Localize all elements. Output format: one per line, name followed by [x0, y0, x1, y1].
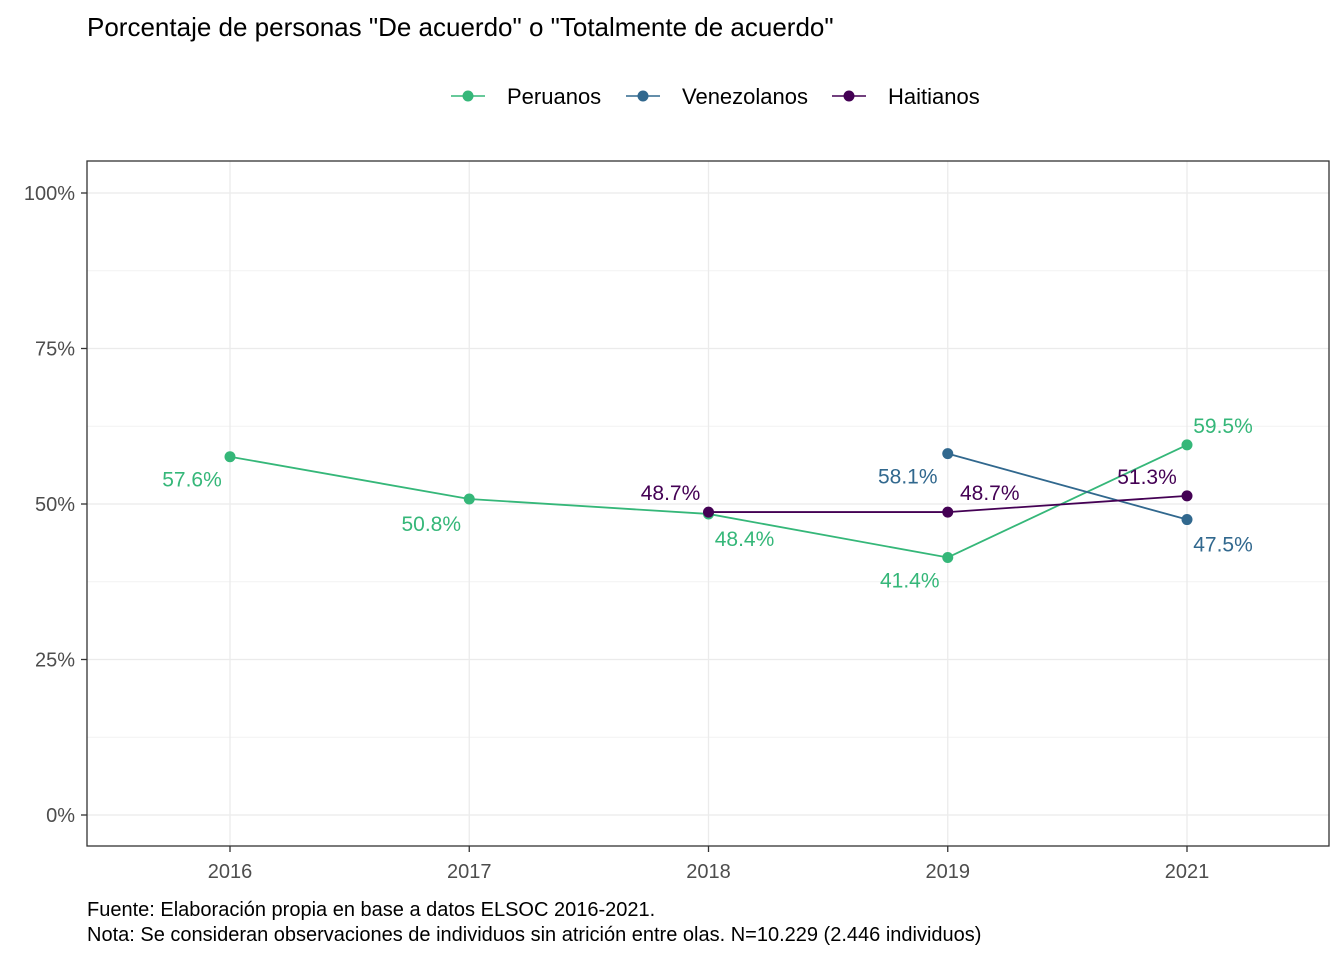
legend-key-point — [462, 90, 474, 102]
legend-label: Venezolanos — [682, 84, 808, 109]
grid — [87, 161, 1329, 846]
x-tick-label: 2019 — [926, 861, 971, 883]
legend: Peruanos Venezolanos Haitianos — [451, 84, 980, 109]
data-point — [224, 451, 236, 463]
axes: 0% 25% 50% 75% 100% 2016 2017 2018 2019 2021 — [24, 183, 1209, 883]
data-label: 50.8% — [401, 513, 461, 536]
y-tick-label: 75% — [35, 339, 75, 361]
series-layer — [224, 439, 1193, 563]
chart-title: Porcentaje de personas "De acuerdo" o "T… — [87, 12, 834, 42]
data-point — [942, 551, 954, 563]
data-point — [463, 493, 475, 505]
x-tick-label: 2016 — [208, 861, 253, 883]
data-point — [1181, 490, 1193, 502]
legend-item: Venezolanos — [626, 84, 808, 109]
caption-source: Fuente: Elaboración propia en base a dat… — [87, 899, 655, 921]
legend-label: Haitianos — [888, 84, 980, 109]
data-label: 57.6% — [162, 469, 222, 492]
x-tick-label: 2017 — [447, 861, 492, 883]
x-tick-label: 2021 — [1165, 861, 1210, 883]
series-line-venezolanos — [947, 452, 1188, 521]
legend-item: Haitianos — [832, 84, 980, 109]
data-point — [1181, 514, 1193, 526]
data-label: 47.5% — [1193, 534, 1253, 557]
y-tick-label: 100% — [24, 183, 75, 205]
data-point — [1181, 439, 1193, 451]
data-labels: 57.6% 50.8% 48.4% 41.4% 59.5% 58.1% 47.5% 48.7%… — [162, 415, 1253, 593]
data-label: 58.1% — [878, 466, 938, 489]
y-tick-label: 25% — [35, 650, 75, 672]
caption-note: Nota: Se consideran observaciones de ind… — [87, 924, 981, 946]
data-label: 41.4% — [880, 569, 940, 592]
data-label: 51.3% — [1117, 466, 1177, 489]
data-label: 48.4% — [715, 528, 775, 551]
legend-key-point — [843, 90, 855, 102]
data-point — [942, 506, 954, 518]
data-point — [703, 506, 714, 518]
y-tick-label: 0% — [46, 805, 75, 827]
legend-label: Peruanos — [507, 84, 601, 109]
data-label: 59.5% — [1193, 415, 1253, 438]
data-point — [942, 448, 954, 460]
legend-item: Peruanos — [451, 84, 601, 109]
y-tick-label: 50% — [35, 494, 75, 516]
x-tick-label: 2018 — [686, 861, 731, 883]
data-label: 48.7% — [641, 482, 701, 505]
legend-key-point — [637, 90, 649, 102]
data-label: 48.7% — [960, 482, 1020, 505]
